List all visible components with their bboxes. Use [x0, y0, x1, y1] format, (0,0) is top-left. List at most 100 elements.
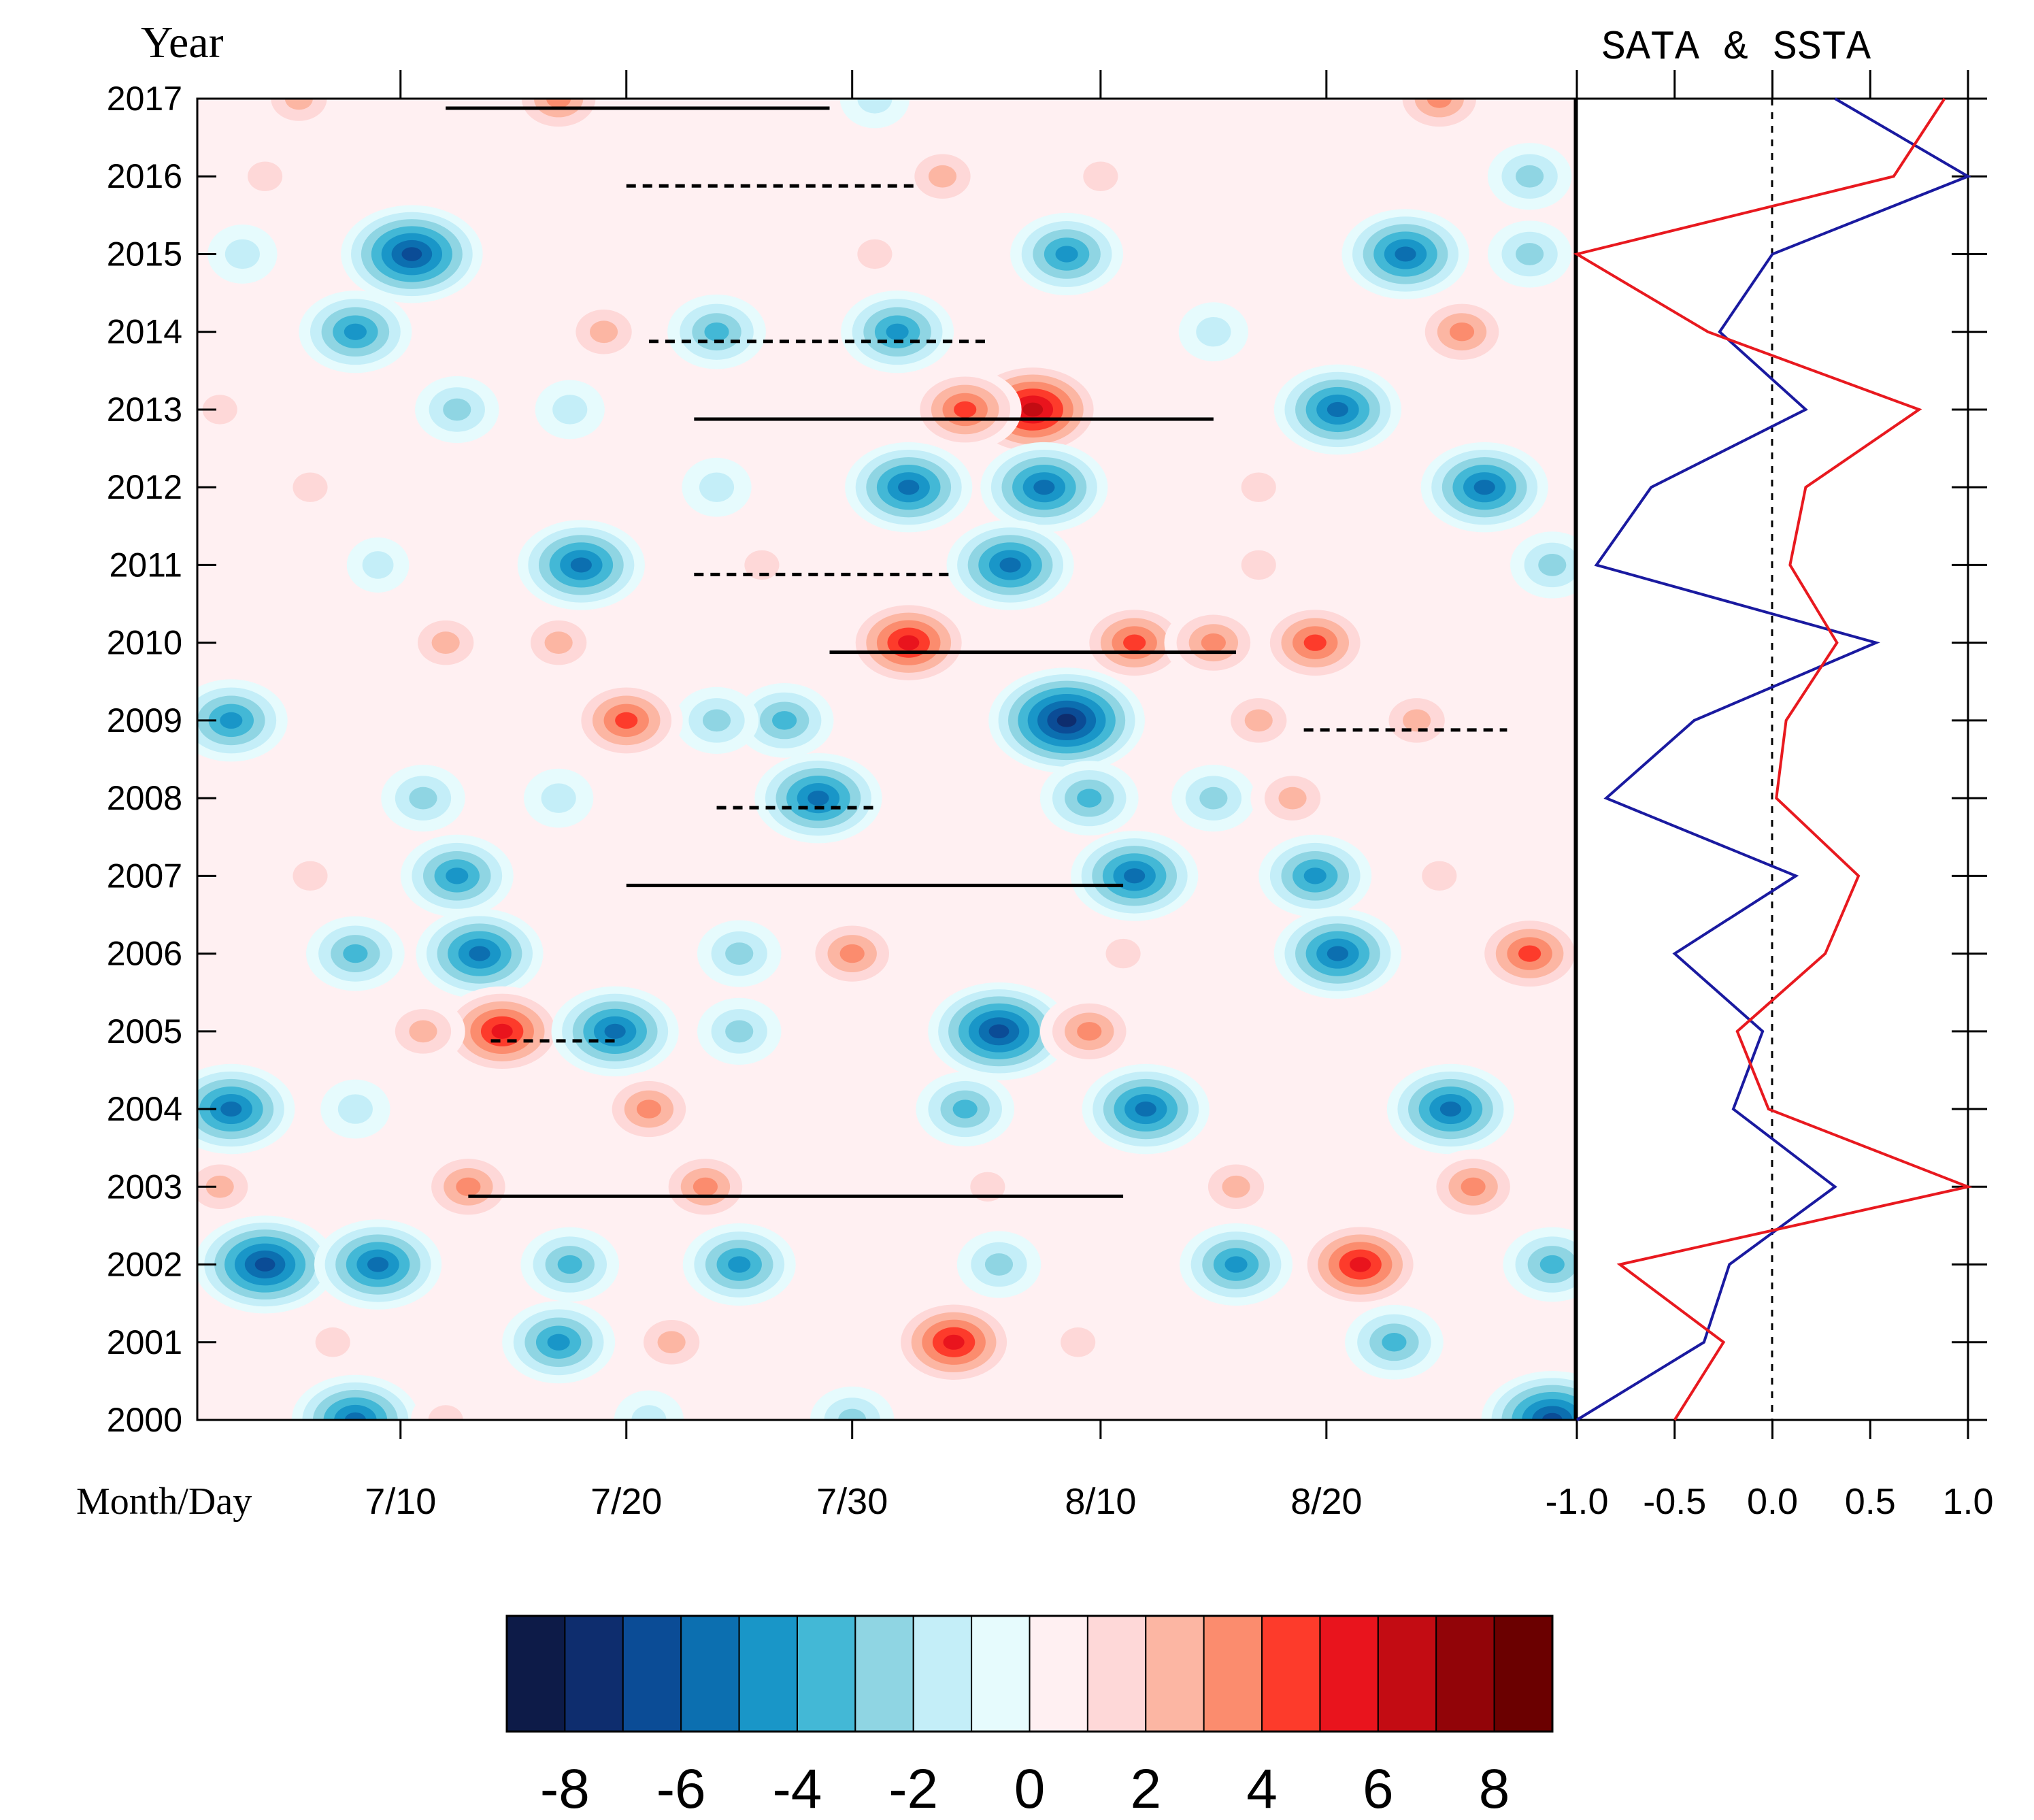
- anomaly-contour: [898, 480, 920, 495]
- anomaly-blob: [727, 535, 797, 595]
- anomaly-contour: [1539, 1255, 1565, 1274]
- anomaly-contour: [984, 1253, 1014, 1276]
- anomaly-blob: [1412, 294, 1512, 369]
- anomaly-blob: [697, 920, 782, 987]
- anomaly-blob: [674, 686, 759, 755]
- colorbar-tick-label: 8: [1479, 1758, 1510, 1820]
- anomaly-blob: [1273, 364, 1402, 455]
- anomaly-contour: [220, 1102, 242, 1117]
- anomaly-blob: [1341, 209, 1469, 299]
- anomaly-blob: [1178, 302, 1248, 362]
- anomaly-blob: [416, 908, 544, 999]
- year-tick-label: 2000: [107, 1401, 182, 1439]
- anomaly-contour: [952, 1099, 978, 1119]
- anomaly-blob: [845, 442, 973, 533]
- anomaly-contour: [1461, 1177, 1486, 1197]
- anomaly-contour: [1516, 165, 1544, 188]
- anomaly-contour: [1303, 634, 1327, 651]
- colorbar-swatch: [854, 1615, 914, 1732]
- anomaly-blob: [306, 916, 405, 991]
- anomaly-contour: [446, 867, 469, 884]
- anomaly-blob: [291, 1374, 419, 1420]
- anomaly-blob: [197, 679, 288, 762]
- anomaly-contour: [1224, 1256, 1248, 1273]
- anomaly-blob: [1194, 1153, 1278, 1221]
- anomaly-blob: [900, 143, 985, 210]
- date-tick-label: 8/20: [1290, 1481, 1362, 1522]
- anomaly-contour: [544, 631, 573, 655]
- anomaly-blob: [845, 597, 973, 688]
- anomaly-contour: [1439, 1102, 1462, 1117]
- anomaly-blob: [682, 457, 752, 517]
- colorbar-swatch: [1086, 1615, 1147, 1732]
- anomaly-contour: [807, 791, 829, 806]
- colorbar-swatch: [1493, 1615, 1553, 1732]
- anomaly-contour: [1033, 480, 1055, 495]
- anomaly-contour: [772, 711, 797, 730]
- anomaly-contour: [367, 1257, 389, 1272]
- anomaly-contour: [954, 401, 977, 418]
- anomaly-blob: [320, 1079, 390, 1139]
- date-tick-label: 7/20: [590, 1481, 662, 1522]
- anomaly-blob: [1273, 908, 1402, 999]
- anomaly-blob: [1487, 220, 1572, 288]
- anomaly-contour: [886, 323, 909, 340]
- line-panel-frame: [1575, 97, 1969, 1421]
- anomaly-contour: [615, 712, 638, 729]
- anomaly-contour: [589, 320, 618, 344]
- anomaly-blob: [1250, 764, 1335, 832]
- line-series-layer: [1573, 97, 1973, 1421]
- year-tick-label: 2015: [107, 235, 182, 273]
- anomaly-contour: [205, 1175, 234, 1198]
- event-line-layer: [446, 106, 1507, 1198]
- heatmap-anomaly-layer: [197, 99, 1575, 1420]
- anomaly-blob: [1039, 761, 1139, 835]
- anomaly-blob: [400, 834, 514, 917]
- series-line-ssta: [1573, 97, 1973, 1421]
- anomaly-contour: [1303, 867, 1327, 884]
- anomaly-contour: [999, 557, 1021, 573]
- colorbar-swatch: [1203, 1615, 1263, 1732]
- anomaly-contour: [725, 942, 754, 965]
- anomaly-blob: [1078, 601, 1191, 684]
- anomaly-contour: [344, 323, 367, 340]
- year-tick-label: 2007: [107, 857, 182, 895]
- anomaly-contour: [1241, 550, 1276, 580]
- year-tick-label: 2008: [107, 779, 182, 817]
- colorbar-swatch: [564, 1615, 624, 1732]
- colorbar-swatch: [971, 1615, 1031, 1732]
- anomaly-contour: [928, 165, 957, 188]
- anomaly-blob: [614, 1390, 684, 1420]
- colorbar-swatch: [796, 1615, 856, 1732]
- anomaly-contour: [1105, 938, 1141, 969]
- anomaly-blob: [928, 982, 1070, 1080]
- anomaly-blob: [346, 537, 410, 593]
- anomaly-contour: [1123, 634, 1146, 651]
- anomaly-blob: [1258, 834, 1372, 917]
- year-tick-label: 2011: [109, 546, 182, 584]
- colorbar-swatch: [738, 1615, 798, 1732]
- anomaly-blob: [381, 764, 465, 832]
- year-tick-label: 2004: [107, 1090, 182, 1128]
- anomaly-blob: [535, 380, 605, 440]
- anomaly-contour: [1278, 787, 1307, 810]
- colorbar-tick-label: 0: [1014, 1758, 1046, 1820]
- anomaly-contour: [1350, 1257, 1371, 1272]
- anomaly-blob: [524, 768, 594, 828]
- date-tick-label: 7/30: [816, 1481, 888, 1522]
- anomaly-contour: [1427, 99, 1452, 108]
- anomaly-contour: [636, 1099, 662, 1119]
- anomaly-contour: [541, 783, 576, 813]
- anomaly-contour: [337, 1094, 373, 1124]
- anomaly-blob: [520, 1227, 620, 1302]
- anomaly-blob: [656, 1149, 755, 1225]
- anomaly-blob: [298, 1312, 368, 1372]
- colorbar-tick-label: -8: [540, 1758, 590, 1820]
- anomaly-contour: [604, 1023, 626, 1039]
- x-axis-title: Month/Day: [76, 1480, 252, 1523]
- anomaly-blob: [810, 1386, 895, 1420]
- anomaly-contour: [224, 239, 260, 269]
- y-axis-title: Year: [141, 18, 224, 67]
- colorbar-swatch: [1145, 1615, 1205, 1732]
- anomaly-contour: [1199, 787, 1228, 810]
